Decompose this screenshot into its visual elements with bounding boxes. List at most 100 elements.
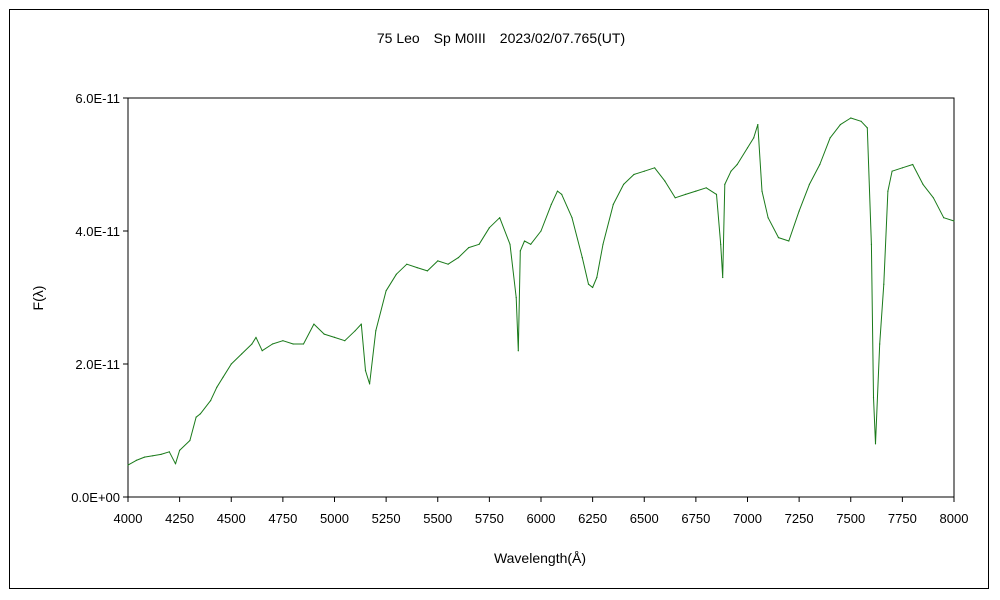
spectrum-point [581,257,583,259]
spectrum-point [829,137,831,139]
spectrum-point [705,187,707,189]
spectrum-point [879,343,881,345]
x-tick-label: 4000 [114,511,143,526]
spectrum-point [323,333,325,335]
chart-title: 75 Leo Sp M0III 2023/02/07.765(UT) [377,30,625,46]
spectrum-point [333,336,336,338]
x-tick-label: 5750 [475,511,504,526]
spectrum-point [523,240,526,242]
spectrum-point [168,451,170,453]
spectrum-point [189,439,191,442]
spectrum-point [643,170,645,172]
spectrum-point [550,203,552,205]
x-tick-label: 5000 [320,511,349,526]
spectrum-point [602,243,604,245]
spectrum-point [364,370,367,372]
spectrum-point [540,230,542,232]
chart-frame: 75 Leo Sp M0III 2023/02/07.765(UT) 0.0E+… [9,9,989,589]
spectrum-point [292,343,294,345]
spectrum-point [447,263,449,265]
spectrum-point [587,283,590,285]
spectrum-point [633,173,635,176]
x-axis-label: Wavelength(Å) [494,550,586,566]
spectrum-point [872,396,875,398]
spectrum-point [251,343,253,345]
x-tick-label: 7250 [785,511,814,526]
spectrum-point [406,263,408,265]
spectrum-point [519,250,521,252]
spectrum-point [385,290,387,292]
spectrum-point [360,323,362,325]
spectrum-point [561,193,563,195]
x-tick-label: 6750 [681,511,710,526]
x-tick-label: 5500 [423,511,452,526]
spectrum-point [216,386,218,388]
spectrum-point [850,117,852,119]
spectrum-point [530,243,532,245]
spectrum-point [788,240,790,242]
spectrum-point [664,180,666,182]
spectrum-point [302,343,305,345]
spectrum-point [135,459,137,461]
spectrum-point [695,190,697,192]
x-tick-label: 7500 [836,511,865,526]
spectrum-point [839,124,842,126]
spectrum-point [199,413,201,415]
x-tick-label: 4500 [217,511,246,526]
spectrum-point [891,170,893,172]
spectrum-point [922,183,924,185]
y-tick-label: 2.0E-11 [75,357,120,372]
x-tick-label: 5250 [372,511,401,526]
spectrum-line [127,117,955,466]
spectrum-point [819,163,821,166]
spectrum-point [654,167,656,169]
spectrum-point [468,247,470,249]
spectrum-point [179,449,181,451]
spectrum-point [623,183,625,185]
spectrum-point [932,197,935,199]
spectrum-point [437,260,439,262]
spectrum-point [313,323,315,325]
spectrum-point [255,336,257,338]
spectrum-point [457,257,459,259]
spectrum-point [860,120,862,122]
x-tick-label: 7750 [888,511,917,526]
x-tick-label: 8000 [940,511,969,526]
y-axis-ticks: 0.0E+00 2.0E-11 4.0E-11 6.0E-11 [71,91,128,505]
y-tick-label: 0.0E+00 [71,490,120,505]
spectrum-point [901,167,904,169]
spectrum-point [777,237,780,239]
spectrum-point [488,227,490,229]
spectrum-point [685,193,687,195]
spectrum-point [674,197,676,199]
x-tick-label: 6250 [578,511,607,526]
spectrum-point [426,270,428,272]
spectrum-point [395,273,397,275]
spectrum-chart: 75 Leo Sp M0III 2023/02/07.765(UT) 0.0E+… [30,30,969,566]
spectrum-point [344,340,346,342]
spectrum-point [757,124,759,126]
spectrum-point [152,455,154,457]
spectrum-point [416,267,418,269]
spectrum-point [761,190,763,192]
spectrum-point [943,217,945,219]
spectrum-point [271,343,274,345]
spectrum-point [736,163,738,166]
spectrum-point [592,286,594,289]
spectrum-point [722,276,724,279]
spectrum-point [230,363,232,365]
spectrum-point [241,353,243,355]
spectrum-point [887,190,889,192]
x-tick-label: 6500 [630,511,659,526]
x-tick-label: 4750 [268,511,297,526]
spectrum-point [160,453,162,455]
spectrum-point [354,330,356,332]
spectrum-point [596,276,598,279]
spectrum-point [375,330,377,332]
spectrum-point [866,127,868,129]
y-tick-label: 6.0E-11 [75,91,120,106]
spectrum-point [261,350,263,352]
x-axis-ticks: 4000 4250 4500 4750 5000 5250 5500 5750 6000 6250… [114,497,969,526]
spectrum-point [753,137,755,139]
spectrum-point [767,217,769,219]
